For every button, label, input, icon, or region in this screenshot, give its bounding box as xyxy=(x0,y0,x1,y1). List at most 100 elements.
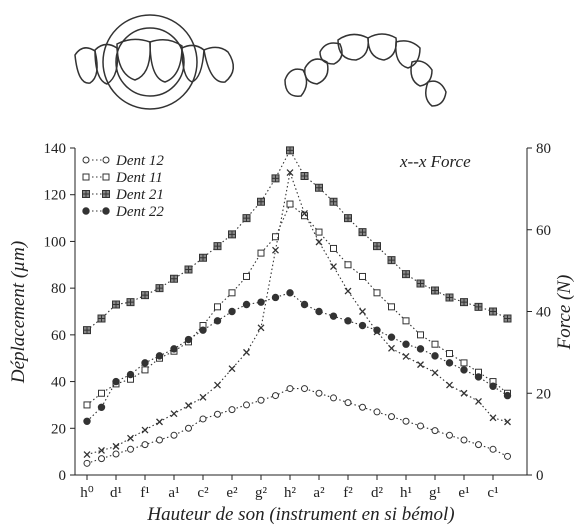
marker xyxy=(402,317,410,325)
marker xyxy=(112,442,120,450)
y-tick-label: 120 xyxy=(44,188,67,204)
marker xyxy=(102,173,110,181)
marker xyxy=(184,265,193,274)
marker xyxy=(141,441,149,449)
marker xyxy=(112,300,120,309)
x-tick-label: d¹ xyxy=(110,485,122,501)
marker xyxy=(373,242,381,251)
marker xyxy=(504,452,511,460)
legend-label: Dent 11 xyxy=(115,170,163,186)
marker xyxy=(402,417,410,425)
marker xyxy=(344,214,352,223)
y-tick-label: 140 xyxy=(44,141,67,157)
marker xyxy=(272,233,279,241)
marker xyxy=(214,381,221,389)
marker xyxy=(272,392,279,400)
marker xyxy=(402,340,410,348)
series xyxy=(83,146,512,335)
x-tick-label: h⁰ xyxy=(80,485,94,501)
marker xyxy=(503,391,512,400)
marker xyxy=(286,200,294,208)
marker xyxy=(315,183,323,192)
marker xyxy=(199,253,207,262)
marker xyxy=(373,328,381,336)
marker xyxy=(475,441,482,449)
marker xyxy=(344,287,352,295)
marker xyxy=(417,331,424,339)
x-tick-label: h² xyxy=(284,485,297,501)
marker xyxy=(257,197,265,206)
x-tick-label: f¹ xyxy=(140,485,150,501)
y2-tick-label: 80 xyxy=(536,141,551,157)
marker xyxy=(358,228,367,237)
marker xyxy=(489,445,497,453)
marker xyxy=(243,272,250,280)
y2-axis-label: Force (N) xyxy=(554,275,575,351)
marker xyxy=(83,459,91,467)
marker xyxy=(344,399,352,407)
marker xyxy=(257,324,265,332)
marker xyxy=(503,314,512,323)
marker xyxy=(199,393,207,401)
marker xyxy=(82,207,90,215)
marker xyxy=(489,382,497,390)
marker xyxy=(431,369,439,377)
marker xyxy=(102,156,110,164)
marker xyxy=(126,298,135,307)
marker xyxy=(416,279,425,288)
marker xyxy=(475,397,482,405)
x-tick-label: g¹ xyxy=(429,485,441,501)
marker xyxy=(300,172,309,181)
marker xyxy=(170,345,178,353)
marker xyxy=(315,238,323,246)
marker xyxy=(97,314,106,323)
marker xyxy=(141,426,149,434)
marker xyxy=(170,431,178,439)
marker xyxy=(243,401,250,409)
y-tick-label: 60 xyxy=(51,328,66,344)
marker xyxy=(359,403,366,411)
marker xyxy=(431,340,439,348)
x-tick-label: g² xyxy=(255,485,268,501)
marker xyxy=(286,289,294,297)
x-tick-label: h¹ xyxy=(400,485,412,501)
marker xyxy=(156,436,163,444)
x-tick-label: c² xyxy=(197,485,209,501)
y2-tick-label: 40 xyxy=(536,305,551,321)
marker xyxy=(417,422,424,430)
marker xyxy=(184,335,193,344)
marker xyxy=(141,359,149,367)
legend-label: Dent 21 xyxy=(115,187,164,203)
marker xyxy=(344,261,352,269)
marker xyxy=(228,365,236,373)
marker xyxy=(228,307,236,316)
marker xyxy=(431,427,439,435)
series-line xyxy=(86,203,508,406)
series xyxy=(83,289,512,425)
x-tick-label: f² xyxy=(343,485,353,501)
x-tick-label: d² xyxy=(371,485,384,501)
marker xyxy=(185,424,192,432)
marker xyxy=(228,406,236,414)
marker xyxy=(504,418,511,426)
marker xyxy=(213,242,222,251)
series-line xyxy=(86,388,508,464)
marker xyxy=(373,326,381,334)
marker xyxy=(170,274,178,283)
marker xyxy=(228,230,236,239)
marker xyxy=(199,415,207,423)
marker xyxy=(460,366,468,374)
y-tick-label: 80 xyxy=(51,281,66,297)
marker xyxy=(170,410,178,418)
marker xyxy=(199,326,207,334)
marker xyxy=(112,450,120,458)
marker xyxy=(83,417,91,425)
x-tick-label: a¹ xyxy=(168,485,179,501)
marker xyxy=(373,289,381,297)
marker xyxy=(388,413,395,421)
marker xyxy=(126,370,135,379)
marker xyxy=(446,350,453,358)
marker xyxy=(359,308,366,315)
x-tick-label: e¹ xyxy=(458,485,469,501)
